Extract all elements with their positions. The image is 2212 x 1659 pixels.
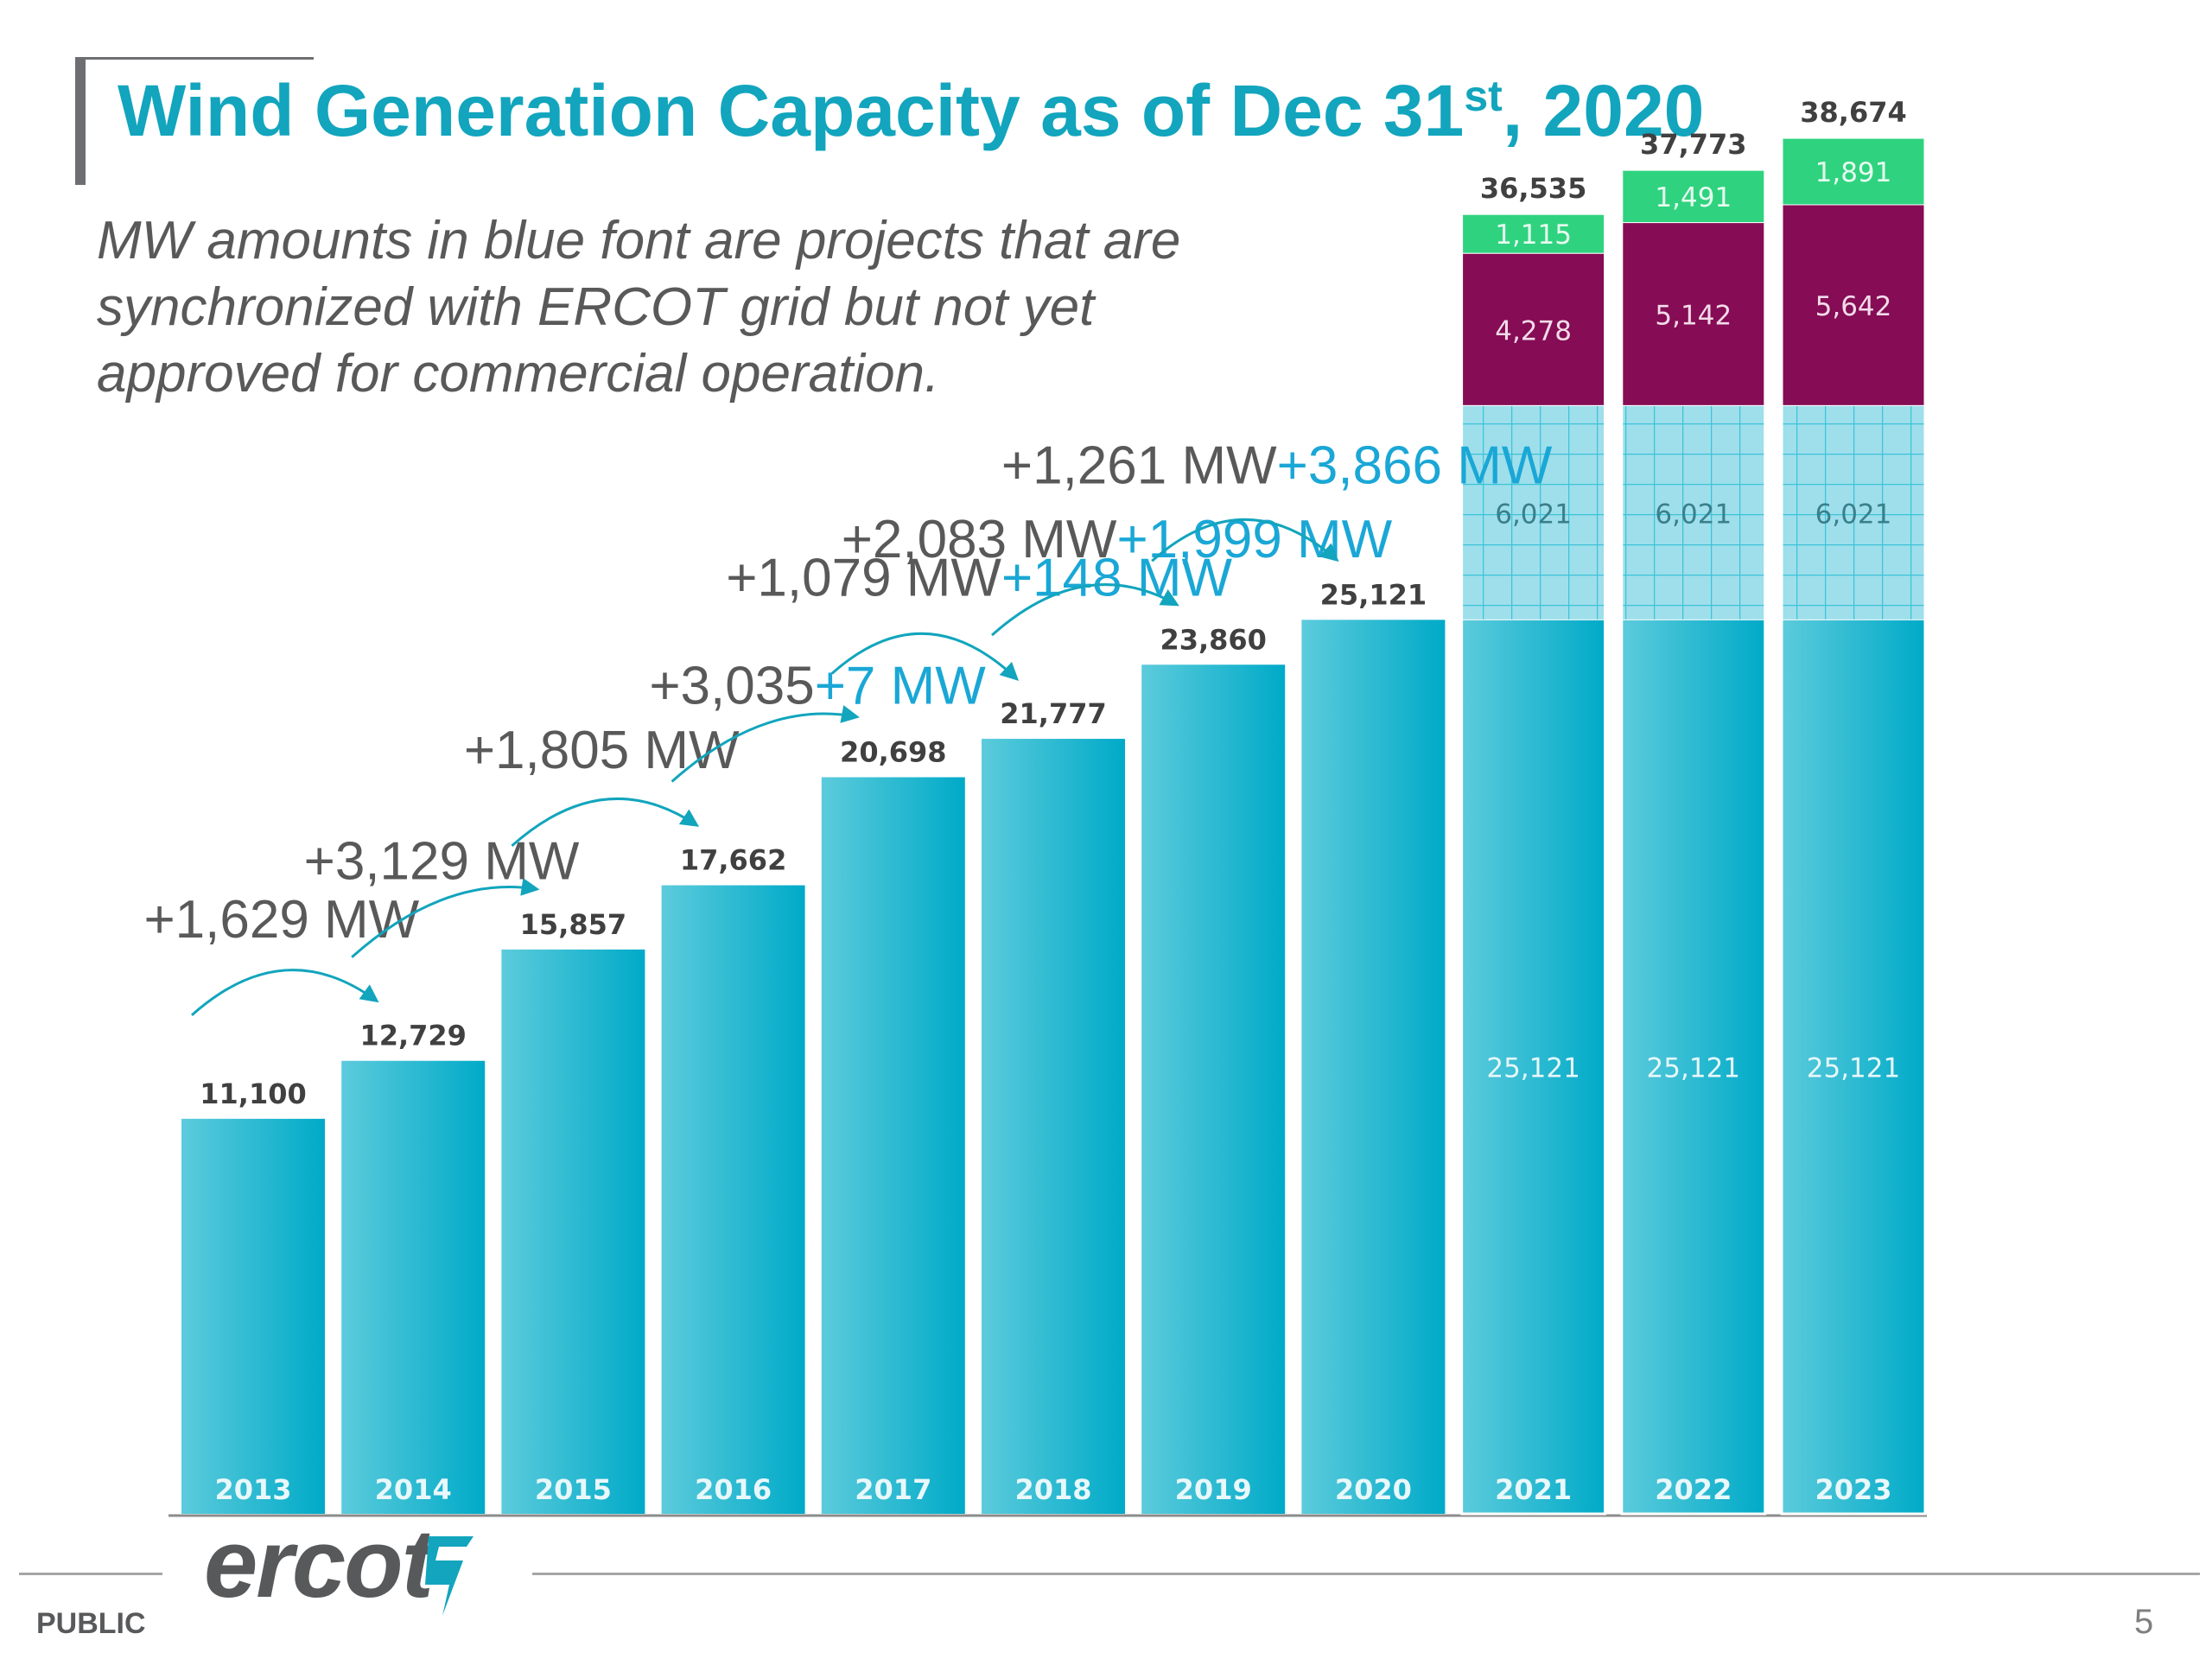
x-tick-label: 2023 bbox=[1815, 1473, 1891, 1506]
bar-segment-2018-0 bbox=[982, 739, 1125, 1514]
segment-value-label: 5,642 bbox=[1815, 291, 1892, 322]
bar-outline-2021 bbox=[1460, 212, 1607, 1516]
footer-line-right bbox=[532, 1573, 2200, 1575]
x-tick-label: 2018 bbox=[1014, 1473, 1091, 1506]
x-tick-label: 2015 bbox=[535, 1473, 612, 1506]
segment-value-label: 1,891 bbox=[1815, 157, 1892, 188]
increase-annotation: +1,079 MW+148 MW bbox=[726, 549, 1232, 608]
segment-value-label: 6,021 bbox=[1655, 499, 1732, 530]
bar-segment-2023-1 bbox=[1781, 404, 1926, 620]
bar-total-label: 25,121 bbox=[1320, 578, 1427, 611]
bar-outline-2023 bbox=[1780, 136, 1927, 1516]
increase-annotation: +3,035+7 MW bbox=[649, 657, 986, 716]
title-superscript: st bbox=[1464, 72, 1503, 120]
bar-segment-2019-0 bbox=[1141, 664, 1286, 1514]
segment-value-label: 1,115 bbox=[1495, 219, 1572, 251]
segment-value-label: 6,021 bbox=[1495, 499, 1572, 530]
x-tick-label: 2017 bbox=[855, 1473, 931, 1506]
bar-segment-2022-3 bbox=[1621, 168, 1766, 224]
classification-label: PUBLIC bbox=[36, 1607, 146, 1640]
bar-segment-2021-0 bbox=[1461, 620, 1605, 1515]
x-tick-label: 2016 bbox=[695, 1473, 772, 1506]
increase-arrow bbox=[671, 705, 860, 783]
ercot-logo-mark-icon bbox=[425, 1536, 474, 1616]
subtitle-line-2: synchronized with ERCOT grid but not yet bbox=[97, 277, 1095, 337]
subtitle-line-1: MW amounts in blue font are projects tha… bbox=[97, 211, 1181, 270]
bar-total-label: 21,777 bbox=[1000, 697, 1106, 730]
x-tick-label: 2019 bbox=[1175, 1473, 1252, 1506]
bar-total-label: 12,729 bbox=[359, 1020, 466, 1052]
increase-arrow bbox=[830, 632, 1020, 681]
subtitle-line-3: approved for commercial operation. bbox=[97, 344, 940, 404]
segment-value-label: 1,491 bbox=[1655, 182, 1732, 213]
bar-total-label: 37,773 bbox=[1640, 128, 1746, 161]
bar-total-label: 36,535 bbox=[1480, 172, 1586, 205]
bar-segment-2017-0 bbox=[821, 777, 965, 1514]
increase-arrow bbox=[511, 797, 700, 848]
x-tick-label: 2022 bbox=[1655, 1473, 1732, 1506]
increase-annotation: +1,805 MW bbox=[464, 721, 740, 780]
increase-arrow bbox=[1151, 518, 1339, 563]
slide-subtitle: MW amounts in blue font are projects tha… bbox=[97, 207, 1306, 407]
increase-arrow bbox=[351, 878, 540, 958]
title-accent-bar bbox=[75, 57, 86, 185]
x-tick-label: 2020 bbox=[1335, 1473, 1412, 1506]
increase-arrow bbox=[991, 583, 1179, 637]
increase-annotation: +1,261 MW+3,866 MW bbox=[1001, 435, 1553, 495]
title-rule bbox=[75, 57, 314, 60]
increase-annotation: +1,629 MW bbox=[143, 890, 419, 950]
bar-total-label: 17,662 bbox=[680, 844, 786, 877]
segment-value-label: 25,121 bbox=[1486, 1053, 1580, 1084]
increase-arrow bbox=[191, 969, 379, 1016]
bar-segment-2014-0 bbox=[341, 1060, 486, 1514]
bar-segment-2015-0 bbox=[501, 949, 645, 1514]
bar-segment-2021-1 bbox=[1461, 404, 1606, 620]
bar-segment-2023-2 bbox=[1781, 204, 1926, 406]
bar-total-label: 11,100 bbox=[200, 1077, 306, 1110]
bar-segment-2022-2 bbox=[1621, 222, 1766, 406]
bar-total-label: 20,698 bbox=[840, 736, 946, 769]
bar-total-label: 38,674 bbox=[1800, 96, 1906, 129]
increase-annotation: +3,129 MW bbox=[304, 832, 580, 892]
x-tick-label: 2021 bbox=[1495, 1473, 1572, 1506]
bar-outline-2022 bbox=[1620, 168, 1767, 1516]
ercot-logo: ercot bbox=[204, 1510, 434, 1618]
bar-segment-2013-0 bbox=[181, 1118, 325, 1514]
footer-line-left bbox=[19, 1573, 162, 1575]
segment-value-label: 4,278 bbox=[1495, 315, 1572, 346]
bar-segment-2020-0 bbox=[1301, 620, 1446, 1515]
bar-segment-2021-2 bbox=[1461, 252, 1606, 406]
segment-value-label: 25,121 bbox=[1807, 1053, 1900, 1084]
slide-title: Wind Generation Capacity as of Dec 31st,… bbox=[118, 70, 1705, 151]
page-number: 5 bbox=[2134, 1603, 2154, 1641]
bar-segment-2016-0 bbox=[661, 885, 805, 1514]
segment-value-label: 6,021 bbox=[1815, 499, 1892, 530]
bar-total-label: 15,857 bbox=[520, 908, 626, 941]
x-tick-label: 2014 bbox=[375, 1473, 452, 1506]
bar-total-label: 23,860 bbox=[1160, 623, 1266, 656]
bar-segment-2022-0 bbox=[1621, 620, 1765, 1515]
segment-value-label: 5,142 bbox=[1655, 300, 1732, 331]
bar-segment-2023-0 bbox=[1782, 620, 1925, 1515]
segment-value-label: 25,121 bbox=[1647, 1053, 1740, 1084]
x-tick-label: 2013 bbox=[214, 1473, 291, 1506]
